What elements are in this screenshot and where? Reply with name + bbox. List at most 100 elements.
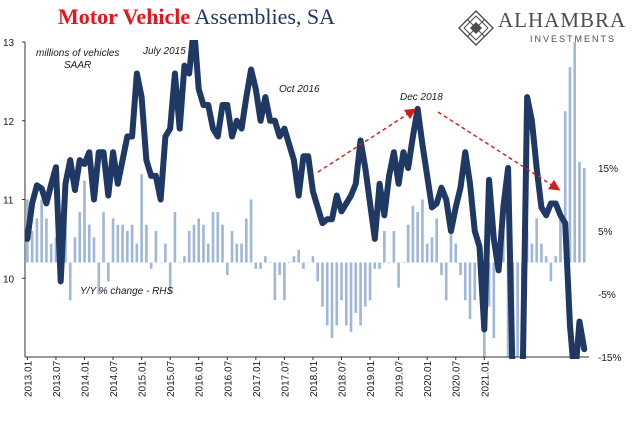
yoy-bar — [306, 262, 310, 263]
x-tick-label: 2020.07 — [452, 360, 463, 397]
yoy-bar — [578, 161, 581, 263]
yoy-bar — [516, 262, 519, 357]
left-tick-label: 10 — [3, 274, 15, 285]
yoy-bar — [126, 231, 129, 263]
yoy-bar — [211, 212, 215, 263]
yoy-bar — [492, 262, 496, 339]
yoy-bar — [35, 218, 39, 263]
yoy-bar — [102, 212, 105, 263]
yoy-bar — [454, 243, 458, 263]
yoy-bar — [311, 256, 315, 263]
yoy-bar — [416, 212, 419, 263]
x-tick-label: 2021.01 — [480, 360, 491, 397]
yoy-bar — [149, 262, 153, 269]
yoy-bar — [54, 237, 58, 263]
yoy-bar — [549, 262, 553, 282]
yoy-bar — [344, 262, 348, 326]
x-tick-label: 2020.01 — [423, 360, 434, 397]
yoy-bar — [121, 224, 124, 263]
annotation-july-2015: July 2015 — [142, 46, 186, 57]
yoy-bar — [87, 224, 91, 263]
yoy-bar — [387, 262, 391, 263]
x-tick-label: 2013.01 — [23, 360, 34, 397]
yoy-bar — [111, 218, 115, 263]
yoy-bar — [49, 243, 53, 263]
yoy-bar — [273, 262, 277, 301]
logo-subtitle: INVESTMENTS — [530, 34, 617, 44]
yoy-bar — [435, 218, 439, 263]
x-tick-label: 2017.07 — [280, 360, 291, 397]
yoy-bar — [159, 262, 162, 263]
yoy-bar — [487, 262, 491, 307]
left-tick-label: 11 — [3, 196, 14, 207]
yoy-bar — [544, 256, 548, 263]
yoy-bar — [459, 262, 462, 276]
yoy-bar — [506, 262, 510, 357]
yoy-bar — [573, 42, 577, 263]
yoy-bar — [83, 180, 86, 263]
yoy-bar — [330, 262, 334, 339]
x-tick-label: 2018.07 — [338, 360, 349, 397]
x-tick-label: 2014.07 — [109, 360, 120, 397]
yoy-bar — [135, 243, 139, 263]
x-tick-label: 2019.07 — [395, 360, 406, 397]
yoy-bar — [192, 224, 196, 263]
yoy-bar — [383, 231, 386, 263]
yoy-bar — [30, 231, 34, 263]
yoy-bar — [473, 262, 477, 301]
yoy-bar — [411, 205, 415, 263]
yoy-bar — [278, 262, 281, 276]
yoy-bar — [349, 262, 353, 332]
yoy-bar — [554, 256, 557, 263]
yoy-bar — [73, 237, 77, 263]
yoy-bar — [145, 224, 148, 263]
yoy-bar — [425, 243, 429, 263]
yoy-bar — [297, 249, 300, 263]
yoy-bar — [221, 224, 224, 263]
yoy-bar — [582, 168, 586, 263]
yoy-bar — [97, 262, 101, 294]
yoy-bar — [430, 237, 434, 263]
left-axis-label-line2: SAAR — [64, 60, 91, 71]
yoy-bar — [106, 262, 110, 282]
yoy-bar — [335, 262, 339, 326]
yoy-bar — [178, 262, 181, 263]
alhambra-logo: ALHAMBRA INVESTMENTS — [458, 8, 636, 50]
left-axis-label-line1: millions of vehicles — [36, 48, 119, 59]
yoy-bar — [92, 237, 96, 263]
yoy-bar — [359, 262, 362, 326]
right-tick-label: -5% — [598, 290, 616, 301]
yoy-bar — [130, 224, 134, 263]
yoy-bar — [216, 212, 220, 263]
yoy-bar — [363, 262, 367, 307]
yoy-bar — [140, 174, 143, 263]
yoy-bar — [302, 262, 305, 269]
yoy-bar — [421, 199, 424, 263]
x-tick-label: 2016.01 — [195, 360, 206, 397]
yoy-bar — [373, 262, 377, 269]
yoy-bar — [325, 262, 329, 326]
yoy-bar — [116, 224, 120, 263]
yoy-bar — [235, 243, 239, 263]
yoy-bar — [321, 262, 324, 307]
rhs-axis-label: Y/Y % change - RHS — [80, 286, 174, 297]
yoy-bar — [245, 218, 248, 263]
yoy-bar — [78, 212, 82, 263]
logo-name: ALHAMBRA — [498, 8, 627, 32]
yoy-bar — [164, 243, 167, 263]
yoy-bar — [264, 256, 267, 263]
yoy-bar — [40, 199, 43, 263]
left-tick-label: 13 — [3, 38, 15, 49]
yoy-bar — [268, 262, 272, 263]
yoy-bar — [368, 262, 372, 301]
x-tick-label: 2013.07 — [52, 360, 63, 397]
assemblies-line — [25, 40, 588, 359]
title-part-red: Motor Vehicle — [58, 4, 191, 29]
yoy-bar — [45, 218, 48, 263]
yoy-bar — [225, 262, 229, 276]
x-tick-label: 2019.01 — [366, 360, 377, 397]
yoy-bar — [406, 224, 410, 263]
chart-title: Motor Vehicle Assemblies, SA — [58, 4, 335, 30]
yoy-bar — [283, 262, 286, 301]
